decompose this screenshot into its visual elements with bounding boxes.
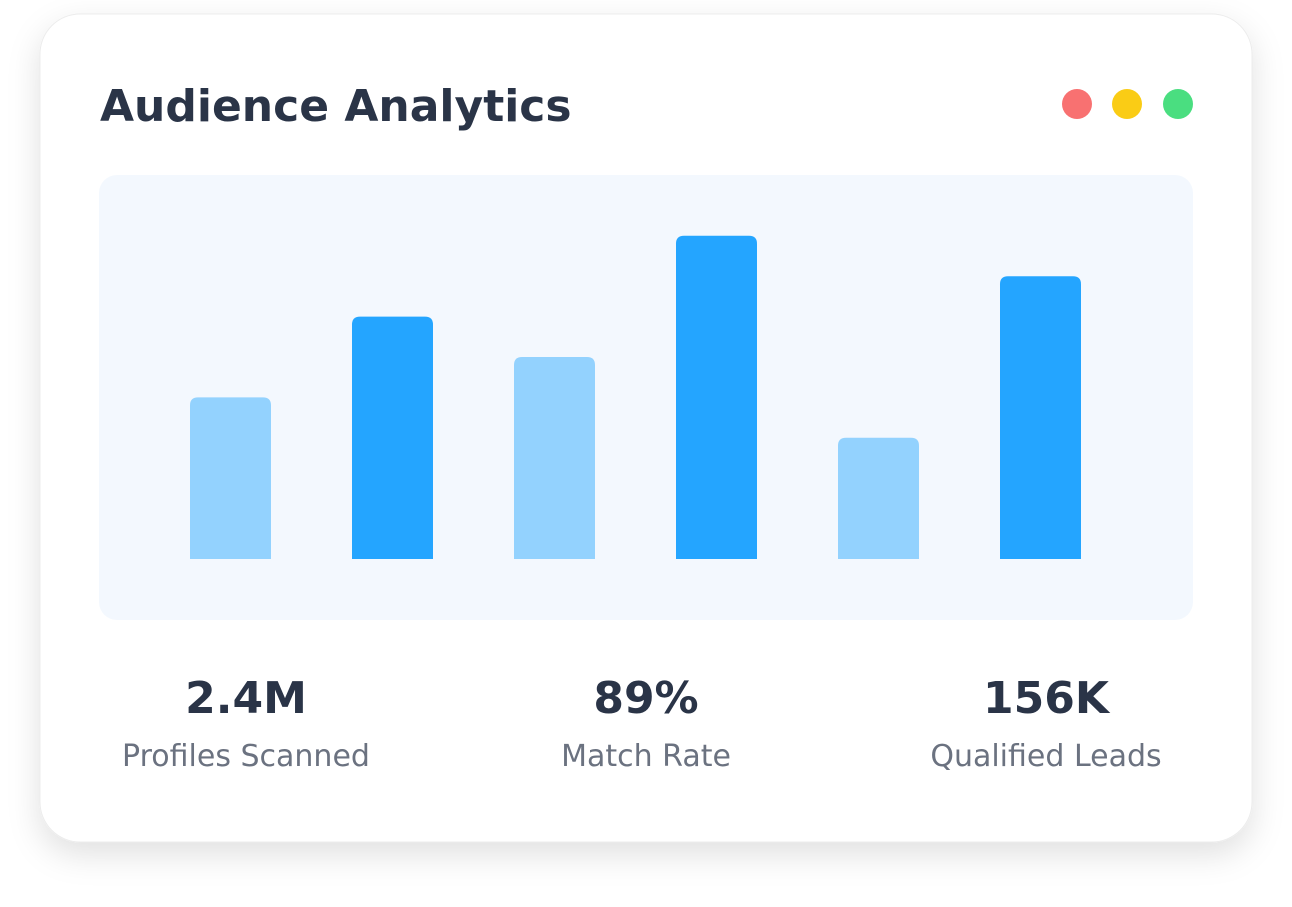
- bars: [190, 235, 1081, 560]
- bar: [676, 235, 757, 560]
- stats: 2.4M Profiles Scanned 89% Match Rate 156K Qua…: [122, 673, 1162, 774]
- stat-value: 89%: [593, 673, 698, 724]
- stat-value: 156K: [983, 673, 1111, 724]
- card-title: Audience Analytics: [100, 81, 572, 132]
- stat-label: Qualified Leads: [930, 739, 1161, 774]
- bar: [514, 357, 595, 559]
- stat-value: 2.4M: [185, 673, 307, 724]
- stat-label: Match Rate: [561, 739, 731, 774]
- bar: [352, 316, 433, 559]
- stat-label: Profiles Scanned: [122, 739, 370, 774]
- window-dot: [1062, 89, 1092, 119]
- bar: [838, 437, 919, 559]
- bar: [1000, 276, 1081, 559]
- window-dot: [1112, 89, 1142, 119]
- bar: [190, 397, 271, 559]
- window-dot: [1163, 89, 1193, 119]
